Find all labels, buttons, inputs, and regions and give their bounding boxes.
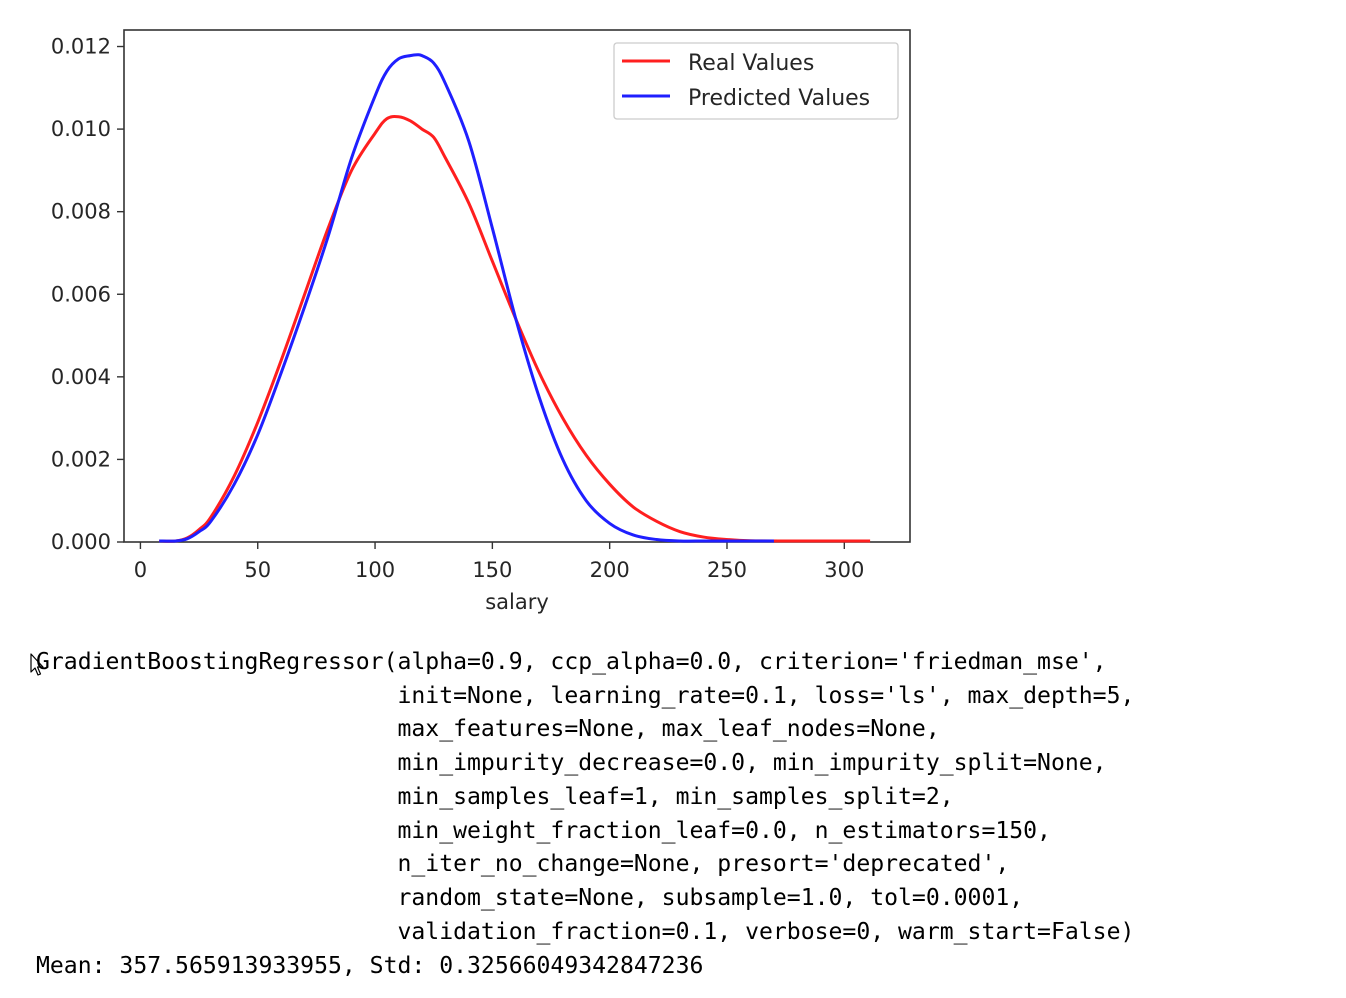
series-layer	[159, 53, 871, 543]
series-line-real-values	[159, 114, 871, 543]
y-tick-label: 0.002	[51, 447, 111, 471]
score-stats-text: Mean: 357.565913933955, Std: 0.325660493…	[36, 953, 704, 979]
x-tick-label: 250	[707, 558, 747, 582]
legend-box	[613, 42, 899, 120]
mouse-pointer-icon	[30, 653, 44, 676]
y-tick-label: 0.010	[51, 117, 111, 141]
legend-label-real-values: Real Values	[688, 51, 814, 76]
salary-density-chart: 0 50 100 150 200 250 300 0.0000.0020.0040.0060…	[51, 29, 911, 614]
y-tick-label: 0.000	[51, 530, 111, 554]
model-output-text: GradientBoostingRegressor(alpha=0.9, ccp…	[36, 649, 1135, 945]
x-tick-label: 150	[472, 558, 512, 582]
x-tick-label: 100	[355, 558, 395, 582]
x-tick-label: 0	[134, 558, 147, 582]
y-tick-label: 0.008	[51, 200, 111, 224]
x-tick-label: 50	[244, 558, 271, 582]
y-axis: 0.000 0.002 0.004 0.006 0.008 0.010 0.012	[51, 35, 124, 554]
legend-label-predicted-values: Predicted Values	[688, 86, 870, 111]
y-tick-label: 0.004	[51, 365, 111, 389]
series-line-predicted-values	[159, 53, 774, 543]
x-axis-label: salary	[485, 590, 549, 614]
y-tick-label: 0.006	[51, 282, 111, 306]
y-tick-label: 0.012	[51, 35, 111, 59]
x-tick-label: 200	[590, 558, 630, 582]
x-axis: 0 50 100 150 200 250 300	[134, 542, 864, 582]
legend: Real Values Predicted Values	[613, 42, 899, 120]
x-tick-label: 300	[824, 558, 864, 582]
